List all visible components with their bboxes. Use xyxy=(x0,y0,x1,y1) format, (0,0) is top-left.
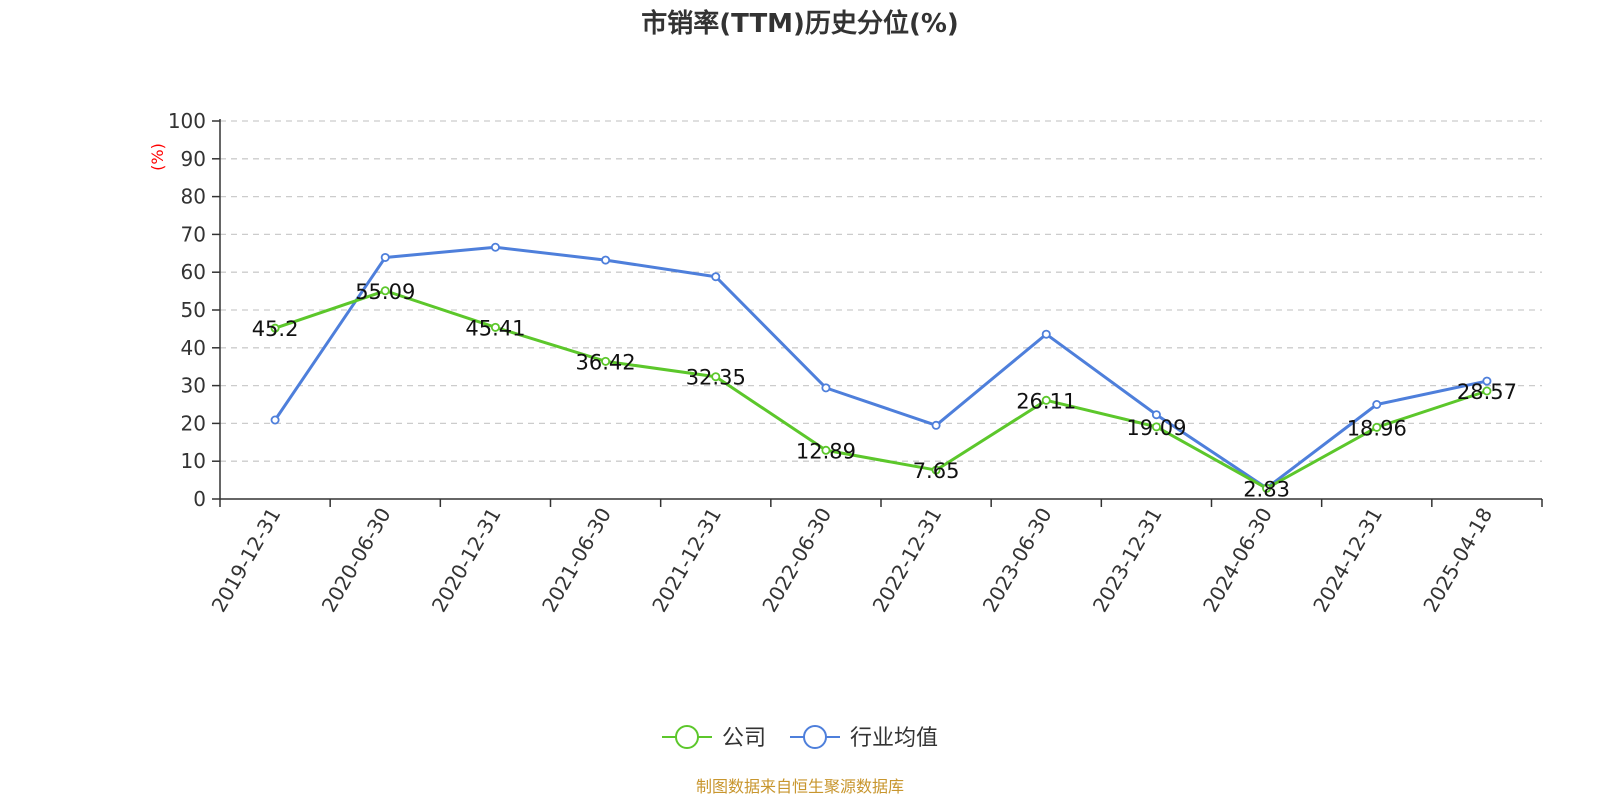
legend[interactable]: 公司 行业均值 xyxy=(662,725,938,751)
data-point[interactable] xyxy=(1372,399,1382,409)
y-tick-label: 40 xyxy=(181,336,206,360)
data-point[interactable] xyxy=(1482,386,1492,396)
legend-item[interactable]: 公司 xyxy=(662,725,766,751)
x-tick-label: 2020-12-31 xyxy=(427,503,506,616)
data-label: 12.89 xyxy=(796,439,856,463)
legend-label: 公司 xyxy=(722,726,766,751)
data-labels: 45.2 55.09 45.41 36.42 32.35 12.89 7.65 26.11 19… xyxy=(252,280,1517,502)
data-point[interactable] xyxy=(1151,422,1161,432)
chart-title: 市销率(TTM)历史分位(%) xyxy=(641,8,959,39)
x-tick-label: 2021-06-30 xyxy=(537,504,616,617)
legend-marker xyxy=(675,725,699,749)
x-tick-label: 2024-12-31 xyxy=(1308,504,1387,617)
legend-item[interactable]: 行业均值 xyxy=(790,725,938,751)
source-note: 制图数据来自恒生聚源数据库 xyxy=(696,777,904,796)
data-point[interactable] xyxy=(931,420,941,430)
data-point[interactable] xyxy=(270,323,280,333)
data-label: 45.2 xyxy=(252,317,299,341)
y-tick-label: 90 xyxy=(181,147,206,171)
y-tick-label: 60 xyxy=(181,260,206,284)
data-label: 36.42 xyxy=(576,350,636,374)
y-axis-label: (%) xyxy=(148,143,167,171)
data-point[interactable] xyxy=(1151,410,1161,420)
data-label: 32.35 xyxy=(686,366,746,390)
x-tick-label: 2019-12-31 xyxy=(207,504,286,617)
data-label: 45.41 xyxy=(465,316,525,340)
data-point[interactable] xyxy=(1041,395,1051,405)
data-label: 19.09 xyxy=(1126,416,1186,440)
data-point[interactable] xyxy=(1372,422,1382,432)
series-group xyxy=(270,242,1492,493)
data-point[interactable] xyxy=(931,465,941,475)
y-tick-label: 30 xyxy=(181,374,206,398)
data-point[interactable] xyxy=(1482,376,1492,386)
y-tick-label: 10 xyxy=(181,449,206,473)
x-tick-label: 2024-06-30 xyxy=(1198,504,1277,617)
data-label: 55.09 xyxy=(355,280,415,304)
grid-lines xyxy=(212,120,1542,500)
y-tick-label: 0 xyxy=(193,487,206,511)
x-tick-label: 2025-04-18 xyxy=(1418,504,1497,617)
data-point[interactable] xyxy=(601,356,611,366)
data-point[interactable] xyxy=(711,372,721,382)
data-point[interactable] xyxy=(380,252,390,262)
data-point[interactable] xyxy=(1041,329,1051,339)
data-point[interactable] xyxy=(1262,483,1272,493)
data-point[interactable] xyxy=(711,272,721,282)
y-tick-label: 50 xyxy=(181,298,206,322)
x-tick-label: 2020-06-30 xyxy=(317,504,396,617)
data-point[interactable] xyxy=(821,445,831,455)
x-tick-label: 2021-12-31 xyxy=(647,504,726,617)
x-tick-label: 2023-12-31 xyxy=(1088,504,1167,617)
x-tick-label: 2023-06-30 xyxy=(978,504,1057,617)
data-point[interactable] xyxy=(270,415,280,425)
data-label: 7.65 xyxy=(913,459,960,483)
y-tick-labels: 0 10 20 30 40 50 60 70 80 90 100 xyxy=(168,109,206,511)
y-tick-label: 70 xyxy=(181,222,206,246)
y-tick-label: 100 xyxy=(168,109,206,133)
data-point[interactable] xyxy=(601,255,611,265)
data-label: 28.57 xyxy=(1457,380,1517,404)
series-line xyxy=(273,245,1488,490)
data-point[interactable] xyxy=(380,286,390,296)
x-tick-labels: 2019-12-31 2020-06-30 2020-12-31 2021-06-30… xyxy=(207,503,1498,616)
data-label: 2.83 xyxy=(1243,477,1290,501)
data-label: 26.11 xyxy=(1016,389,1076,413)
y-tick-label: 20 xyxy=(181,411,206,435)
legend-marker xyxy=(803,725,827,749)
y-tick-label: 80 xyxy=(181,185,206,209)
data-point[interactable] xyxy=(490,242,500,252)
data-point[interactable] xyxy=(821,383,831,393)
data-point[interactable] xyxy=(490,322,500,332)
legend-label: 行业均值 xyxy=(850,726,938,751)
data-label: 18.96 xyxy=(1347,416,1407,440)
x-tick-label: 2022-06-30 xyxy=(757,504,836,617)
series-line xyxy=(274,289,1488,490)
x-tick-label: 2022-12-31 xyxy=(868,503,947,616)
axes xyxy=(219,119,1543,507)
